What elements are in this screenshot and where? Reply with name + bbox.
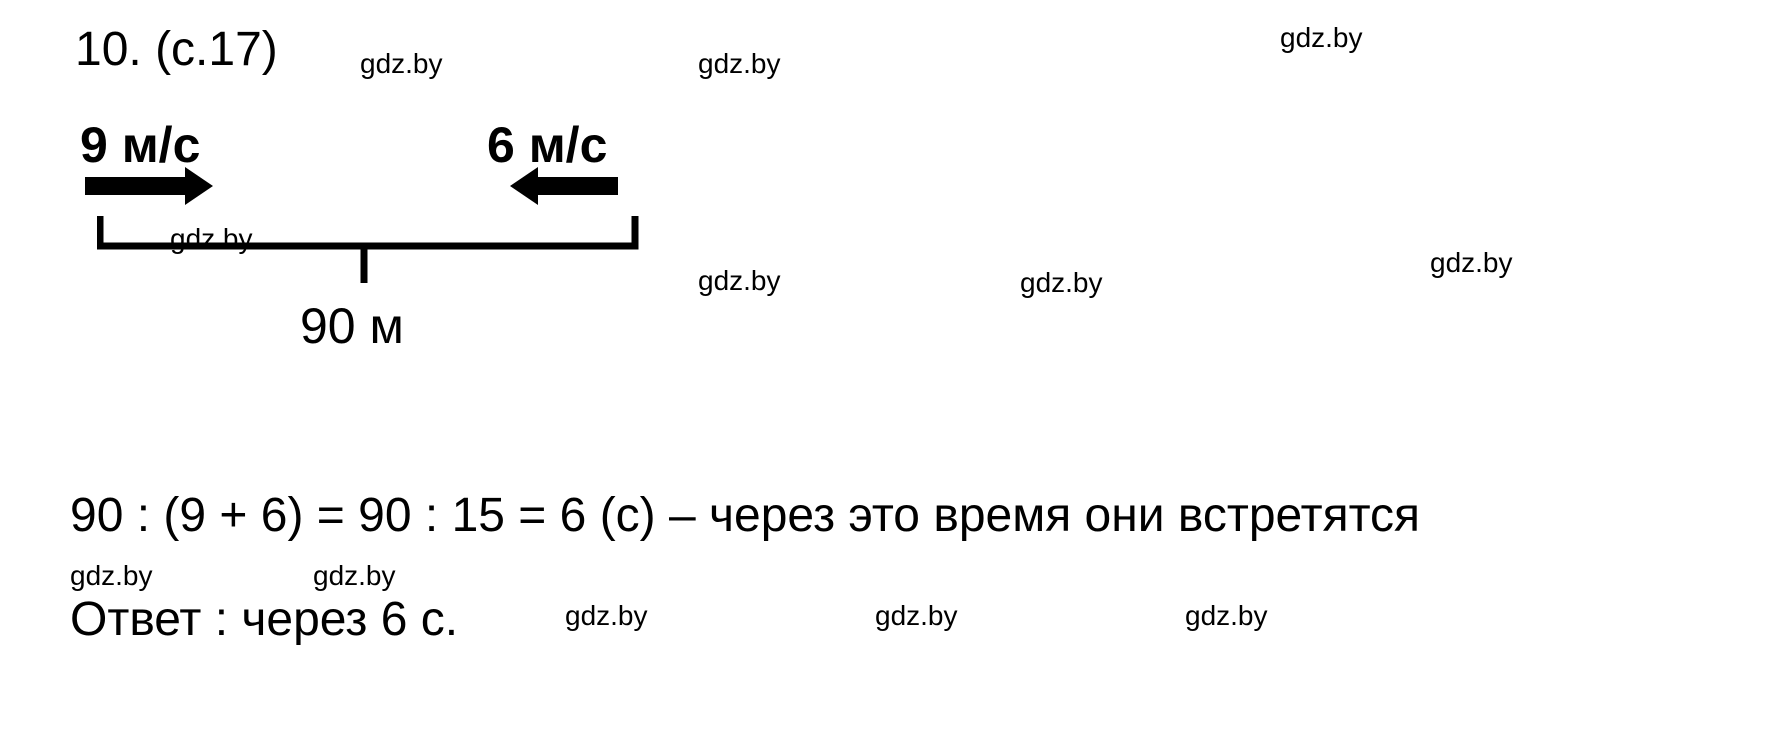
watermark: gdz.by xyxy=(70,560,153,592)
watermark: gdz.by xyxy=(565,600,648,632)
watermark: gdz.by xyxy=(1020,267,1103,299)
watermark: gdz.by xyxy=(170,223,253,255)
distance-label: 90 м xyxy=(300,297,404,355)
problem-number-heading: 10. (с.17) xyxy=(75,22,278,77)
watermark: gdz.by xyxy=(698,265,781,297)
watermark: gdz.by xyxy=(1185,600,1268,632)
motion-diagram: 9 м/с 6 м/с 90 м xyxy=(75,110,655,400)
solution-equation: 90 : (9 + 6) = 90 : 15 = 6 (с) – через э… xyxy=(70,488,1420,543)
watermark: gdz.by xyxy=(360,48,443,80)
watermark: gdz.by xyxy=(875,600,958,632)
left-speed-label: 9 м/с xyxy=(80,116,200,174)
arrow-right-icon xyxy=(85,177,195,195)
right-speed-label: 6 м/с xyxy=(487,116,607,174)
watermark: gdz.by xyxy=(1280,22,1363,54)
answer-text: Ответ : через 6 с. xyxy=(70,592,458,647)
watermark: gdz.by xyxy=(1430,247,1513,279)
watermark: gdz.by xyxy=(698,48,781,80)
watermark: gdz.by xyxy=(313,560,396,592)
arrow-left-icon xyxy=(528,177,618,195)
